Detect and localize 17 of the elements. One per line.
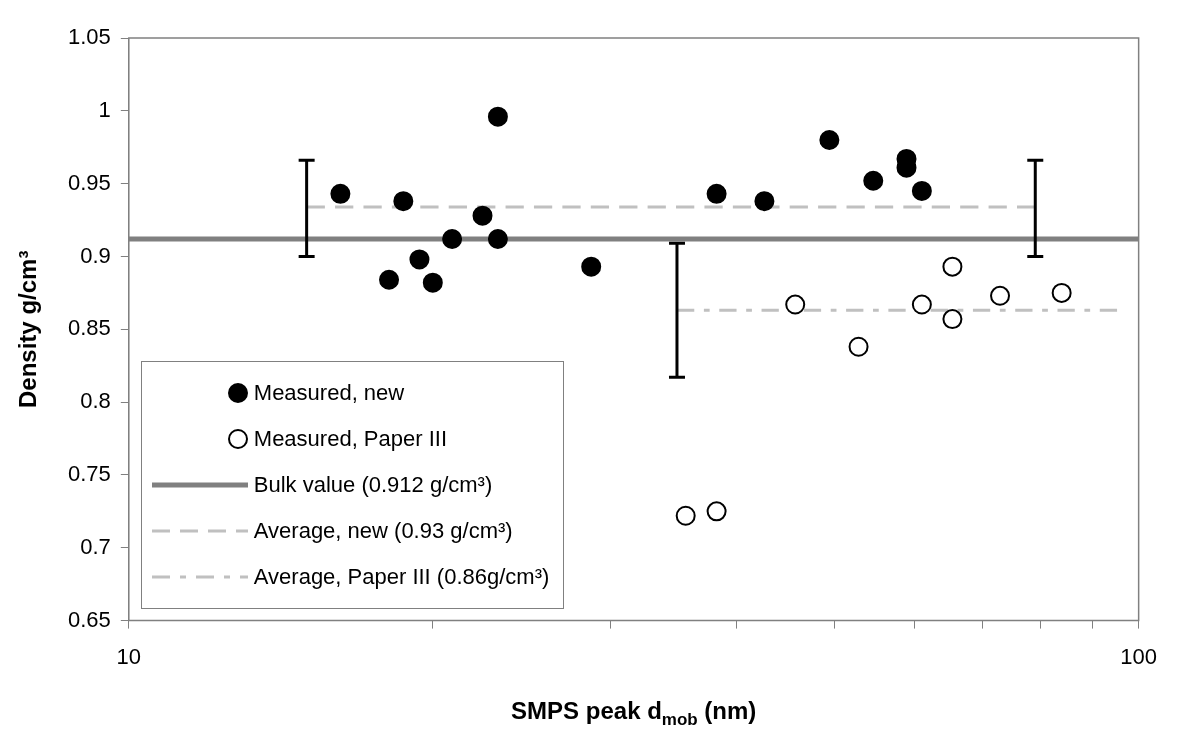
y-tick-label: 0.8 xyxy=(80,388,111,414)
x-tick-label: 10 xyxy=(116,643,142,669)
y-tick-label: 0.85 xyxy=(67,315,111,341)
legend-label: Bulk value (0.912 g/cm³) xyxy=(253,471,493,498)
y-tick-label: 0.75 xyxy=(67,461,111,487)
y-tick-label: 0.9 xyxy=(80,242,111,268)
legend-label: Average, new (0.93 g/cm³) xyxy=(253,517,513,544)
legend-label: Measured, new xyxy=(253,379,405,406)
y-tick-label: 1 xyxy=(98,96,111,122)
y-axis-title: Density g/cm³ xyxy=(14,250,41,408)
legend-label: Average, Paper III (0.86g/cm³) xyxy=(253,563,550,590)
y-tick-label: 0.65 xyxy=(67,606,111,632)
y-tick-label: 0.95 xyxy=(67,169,111,195)
y-tick-label: 0.7 xyxy=(80,533,111,559)
x-tick-label: 100 xyxy=(1120,643,1158,669)
y-tick-label: 1.05 xyxy=(67,24,111,50)
legend-label: Measured, Paper III xyxy=(253,425,448,452)
